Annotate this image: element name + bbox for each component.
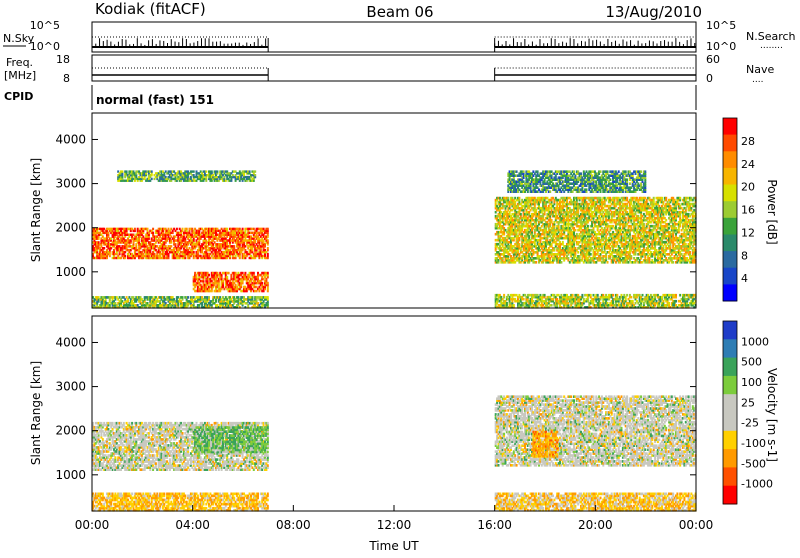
heatmap-cell (520, 213, 522, 216)
heatmap-cell (267, 296, 269, 299)
heatmap-cell (152, 232, 154, 235)
nsky-tick-bottom: 10^0 (30, 40, 60, 53)
heatmap-cell (226, 228, 228, 231)
heatmap-cell (103, 247, 105, 250)
heatmap-cell (267, 272, 269, 275)
heatmap-cell (254, 170, 256, 172)
heatmap-cell (151, 170, 153, 172)
heatmap-cell (193, 170, 195, 172)
heatmap-cell (251, 296, 253, 299)
heatmap-cell (152, 228, 154, 231)
nave-tick-bottom: 0 (706, 72, 713, 85)
heatmap-cell (267, 247, 269, 250)
heatmap-cell (205, 170, 207, 172)
heatmap-cell (211, 170, 213, 172)
heatmap-cell (151, 178, 153, 180)
freq-unit-label: [MHz] (4, 69, 36, 82)
heatmap-cell (187, 296, 189, 299)
nsearch-linestyle: ........ (760, 41, 783, 51)
heatmap-cell (147, 228, 149, 231)
cpid-text: normal (fast) 151 (96, 93, 214, 107)
freq-tick-top: 18 (56, 53, 70, 66)
heatmap-cell (186, 228, 188, 231)
heatmap-cell (267, 253, 269, 256)
heatmap-cell (253, 272, 255, 275)
heatmap-cell (607, 261, 609, 264)
nsearch-tick-top: 10^5 (706, 19, 736, 32)
heatmap-cell (567, 257, 569, 260)
heatmap-cell (182, 296, 184, 299)
nsky-panel: N.Sky 10^5 10^0 10^5 10^0 N.Search .....… (3, 19, 796, 53)
heatmap-cell (590, 253, 592, 256)
heatmap-cell (587, 225, 589, 228)
freq-traces (92, 68, 696, 81)
freq-panel: Freq. [MHz] 18 8 60 0 Nave .... (4, 53, 774, 85)
heatmap-cell (134, 228, 136, 231)
heatmap-cell (233, 245, 235, 248)
heatmap-cell (182, 228, 184, 231)
heatmap-cell (193, 251, 195, 254)
heatmap-cell (577, 251, 579, 254)
heatmap-cell (121, 170, 123, 172)
date-title: 13/Aug/2010 (605, 3, 702, 21)
heatmap-cell (176, 228, 178, 231)
nsky-traces (92, 37, 696, 52)
heatmap-cell (267, 228, 269, 231)
heatmap-cell (562, 241, 564, 244)
nsearch-tick-bottom: 10^0 (706, 40, 736, 53)
freq-label: Freq. (6, 56, 33, 69)
beam-title: Beam 06 (366, 3, 433, 21)
freq-tick-bottom: 8 (63, 72, 70, 85)
station-title: Kodiak (fitACF) (95, 0, 206, 18)
heatmap-cell (507, 197, 509, 200)
heatmap-cell (261, 282, 263, 285)
cpid-panel: CPID normal (fast) 151 (4, 85, 696, 110)
heatmap-cell (244, 272, 246, 275)
heatmap-cell (124, 255, 126, 258)
power-heatmap-cells (92, 170, 697, 308)
heatmap-cell (535, 261, 537, 264)
heatmap-cell (175, 243, 177, 246)
heatmap-cell (518, 243, 520, 246)
heatmap-cell (518, 197, 520, 200)
heatmap-cell (574, 229, 576, 232)
nave-tick-top: 60 (706, 53, 720, 66)
nave-linestyle: .... (752, 75, 763, 85)
nsky-tick-top: 10^5 (30, 19, 60, 32)
cpid-label: CPID (4, 90, 33, 103)
heatmap-cell (242, 228, 244, 231)
heatmap-cell (208, 274, 210, 277)
heatmap-cell (216, 170, 218, 172)
heatmap-cell (249, 170, 251, 172)
heatmap-cell (170, 245, 172, 248)
heatmap-cell (267, 282, 269, 285)
heatmap-cell (551, 219, 553, 222)
heatmap-cell (226, 276, 228, 279)
heatmap-cell (228, 272, 230, 275)
heatmap-cell (560, 261, 562, 264)
heatmap-cell (208, 296, 210, 299)
heatmap-cell (126, 170, 128, 172)
heatmap-cell (267, 239, 269, 242)
heatmap-cell (254, 174, 256, 176)
